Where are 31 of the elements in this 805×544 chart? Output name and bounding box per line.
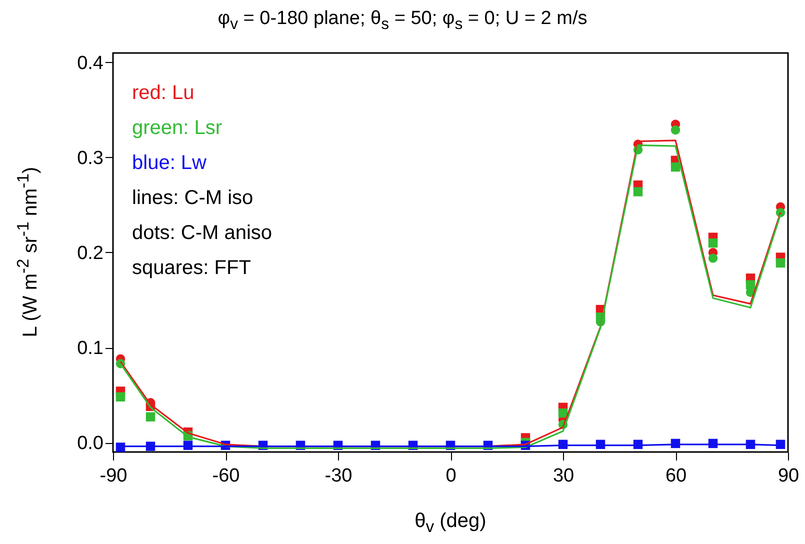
point bbox=[116, 442, 126, 452]
annotation: green: Lsr bbox=[132, 116, 224, 141]
annotation: lines: C-M iso bbox=[132, 186, 254, 211]
annotation: squares: FFT bbox=[132, 256, 252, 281]
point bbox=[670, 162, 680, 172]
point bbox=[746, 280, 756, 290]
y-tick-label: 0.3 bbox=[77, 148, 104, 169]
y-tick-label: 0.2 bbox=[77, 243, 104, 264]
point bbox=[146, 412, 156, 422]
x-tick-label: -90 bbox=[100, 466, 128, 486]
point bbox=[776, 258, 786, 268]
x-tick-label: 30 bbox=[552, 466, 574, 486]
y-tick-label: 0.4 bbox=[77, 53, 104, 74]
point bbox=[670, 125, 680, 135]
x-tick-label: -60 bbox=[212, 466, 240, 486]
x-tick-label: 0 bbox=[446, 466, 456, 486]
x-tick-label: 90 bbox=[778, 466, 800, 486]
point bbox=[708, 238, 718, 248]
point bbox=[708, 254, 718, 263]
annotation: red: Lu bbox=[132, 81, 196, 106]
y-tick-label: 0.0 bbox=[77, 433, 104, 454]
chart-title: φ$_{v}$ = 0-180 plane; θ$_{s}$ = 50; φ$_{s}$ = 0; U = 2 m/s bbox=[216, 8, 588, 34]
x-axis-title: θ$_{v}$ (deg) bbox=[414, 510, 488, 537]
annotation: blue: Lw bbox=[132, 151, 208, 176]
x-tick-label: 60 bbox=[665, 466, 687, 486]
point bbox=[116, 392, 126, 402]
point bbox=[558, 408, 568, 418]
point bbox=[633, 187, 643, 196]
y-tick-label: 0.1 bbox=[77, 338, 104, 359]
annotation: dots: C-M aniso bbox=[132, 221, 272, 246]
x-tick-label: -30 bbox=[324, 466, 352, 486]
